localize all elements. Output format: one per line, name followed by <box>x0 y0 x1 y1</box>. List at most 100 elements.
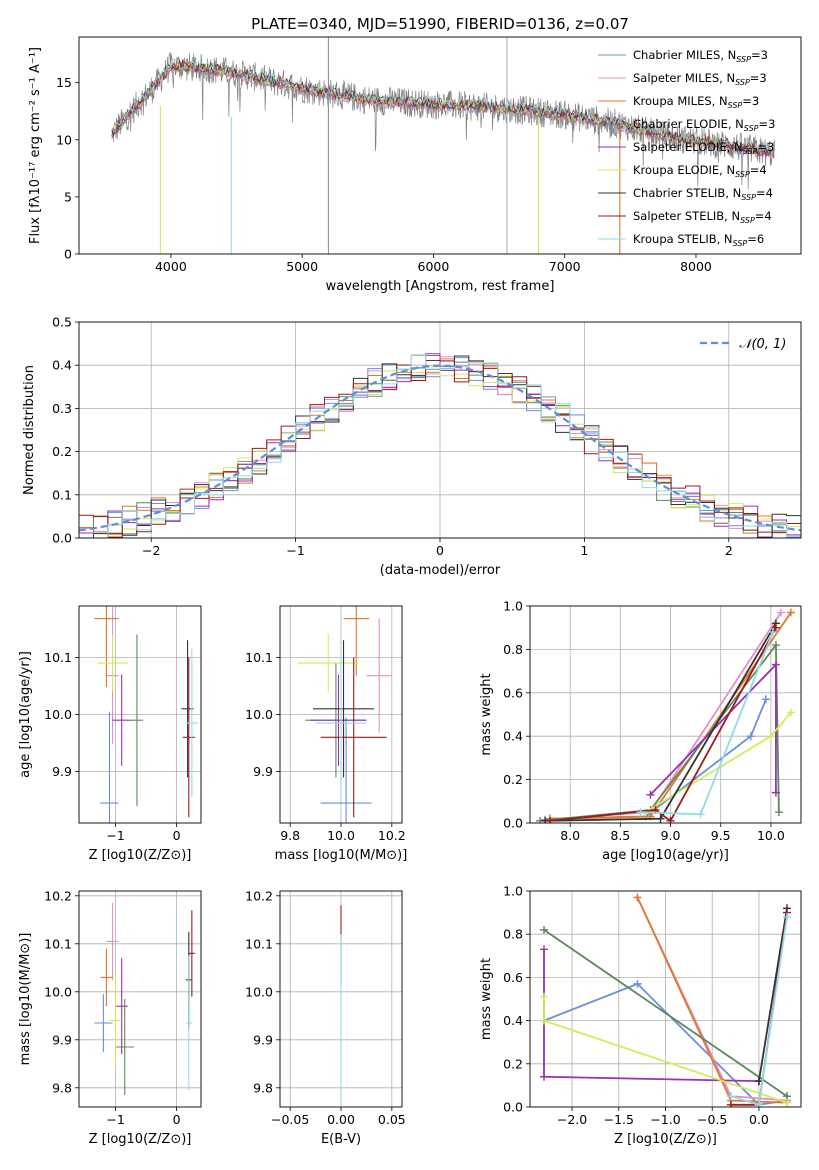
errorbar-5 <box>310 674 367 766</box>
y-tick-label: 1.0 <box>503 884 523 899</box>
x-tick-label: 0.00 <box>327 1112 355 1127</box>
x-axis-label: Z [log10(Z/Z⊙)] <box>89 1132 192 1147</box>
y-tick-label: 0.0 <box>503 1100 523 1115</box>
y-tick-label: 10.0 <box>245 984 273 999</box>
weight-marker <box>782 1098 791 1107</box>
y-tick-label: 10.1 <box>44 936 72 951</box>
x-tick-label: 0.0 <box>749 1112 769 1127</box>
x-tick-label: −2 <box>142 543 160 558</box>
y-tick-label: 10.1 <box>245 650 273 665</box>
errorbar-9 <box>185 648 198 798</box>
x-tick-label: 10.2 <box>378 828 406 843</box>
x-tick-label: −1 <box>106 828 124 843</box>
axes-frame <box>78 36 802 255</box>
y-tick-label: 0.8 <box>503 642 523 657</box>
legend-label-2: Salpeter MILES, NSSP=3 <box>633 71 767 87</box>
errorbar-3 <box>100 948 113 1007</box>
legend-label-3: Kroupa MILES, NSSP=3 <box>633 94 759 110</box>
y-tick-label: 10.1 <box>44 650 72 665</box>
y-tick-label: 9.9 <box>253 1032 273 1047</box>
errorbar-6 <box>97 634 128 692</box>
axes-frame <box>78 890 202 1108</box>
y-tick-label: 0.6 <box>503 685 523 700</box>
weight-marker <box>768 628 777 637</box>
errorbar-8 <box>182 657 195 818</box>
weight-marker <box>666 816 675 823</box>
y-tick-label: 0.6 <box>503 970 523 985</box>
axes-frame <box>529 890 802 1108</box>
plot-area <box>280 891 402 1107</box>
y-tick-label: 1.0 <box>503 599 523 614</box>
errorbar-3 <box>94 606 119 688</box>
x-axis-label: mass [log10(M/M⊙)] <box>275 848 408 863</box>
plot-area <box>79 322 801 538</box>
y-tick-label: 0.4 <box>503 729 523 744</box>
errorbar-1 <box>100 711 119 823</box>
weight-marker <box>540 1072 549 1081</box>
y-tick-label: 0.2 <box>503 772 523 787</box>
errorbar-3 <box>343 606 369 676</box>
y-tick-label: 0 <box>64 247 72 262</box>
y-axis-label: mass weight <box>479 673 494 755</box>
plot-area <box>111 37 775 254</box>
histogram-8 <box>79 359 801 538</box>
weight-marker <box>633 893 642 902</box>
y-axis-label: Normed distribution <box>22 365 37 495</box>
weight-marker <box>540 992 549 1001</box>
legend-label-9: Kroupa STELIB, NSSP=6 <box>633 232 764 248</box>
x-tick-label: 2 <box>725 543 733 558</box>
errorbar-6 <box>109 972 122 1069</box>
y-tick-label: 0.2 <box>503 1056 523 1071</box>
weight-marker <box>754 1100 763 1107</box>
x-axis-label: age [log10(age/yr)] <box>602 848 729 863</box>
plot-area <box>79 891 201 1107</box>
errorbar-5 <box>112 674 131 766</box>
y-tick-label: 10.2 <box>245 888 273 903</box>
weight-marker <box>771 788 780 797</box>
x-tick-label: 6000 <box>418 259 450 274</box>
histogram-9 <box>79 354 801 538</box>
legend-label-7: Chabrier STELIB, NSSP=4 <box>633 186 773 202</box>
y-tick-label: 0.0 <box>52 531 72 546</box>
y-tick-label: 15 <box>56 75 72 90</box>
x-tick-label: 9.5 <box>711 828 731 843</box>
errorbar-8 <box>188 910 195 997</box>
model-spectrum-9 <box>111 58 774 156</box>
x-axis-label: Z [log10(Z/Z⊙)] <box>614 1132 717 1147</box>
y-tick-label: 9.9 <box>52 1032 72 1047</box>
x-tick-label: −1 <box>286 543 304 558</box>
errorbar-4 <box>130 634 144 806</box>
errorbar-1 <box>320 717 372 823</box>
errorbar-1 <box>94 994 113 1052</box>
errorbar-9 <box>315 648 367 798</box>
y-tick-label: 0.3 <box>52 401 72 416</box>
y-tick-label: 10.0 <box>44 984 72 999</box>
x-tick-label: 0 <box>173 1112 181 1127</box>
weight-marker <box>776 608 785 617</box>
y-tick-label: 5 <box>64 189 72 204</box>
weight-marker <box>636 808 645 817</box>
y-tick-label: 10.2 <box>44 888 72 903</box>
weight-marker <box>546 816 555 823</box>
figure-title: PLATE=0340, MJD=51990, FIBERID=0136, z=0… <box>251 15 629 33</box>
axes-frame <box>279 605 403 824</box>
weight-marker <box>646 790 655 799</box>
legend-label-8: Salpeter STELIB, NSSP=4 <box>633 209 772 225</box>
errorbar-7 <box>313 640 375 778</box>
gaussian-curve <box>79 364 801 532</box>
y-axis-label: Flux [fλ10⁻¹⁷ erg cm⁻² s⁻¹ A⁻¹] <box>28 47 43 244</box>
weight-marker <box>761 695 770 704</box>
x-tick-label: −2.0 <box>557 1112 587 1127</box>
legend-label-5: Salpeter ELODIE, NSSP=3 <box>633 140 774 156</box>
x-tick-label: −1 <box>106 1112 124 1127</box>
x-tick-label: 10.0 <box>327 828 355 843</box>
axes-frame <box>78 321 802 539</box>
x-tick-label: 1 <box>580 543 588 558</box>
errorbar-4 <box>115 999 134 1095</box>
weight-marker <box>774 808 783 817</box>
weight-marker <box>540 945 549 954</box>
x-axis-label: E(B-V) <box>321 1132 361 1147</box>
x-tick-label: 8.5 <box>610 828 630 843</box>
weight-marker <box>696 810 705 819</box>
